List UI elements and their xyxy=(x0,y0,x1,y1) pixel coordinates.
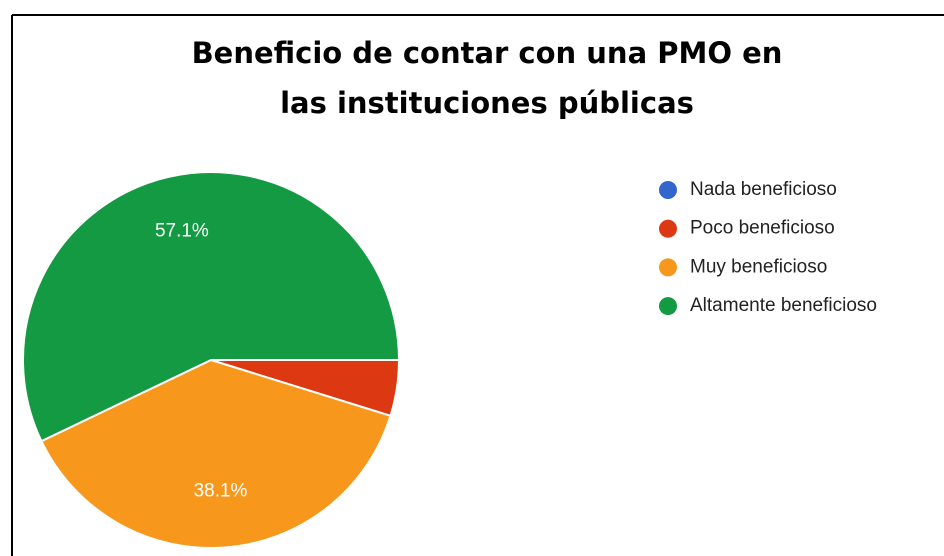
legend-swatch xyxy=(659,181,677,199)
slice-label: 57.1% xyxy=(155,221,209,242)
legend-swatch xyxy=(659,258,677,277)
chart-title: Beneficio de contar con una PMO en xyxy=(192,36,783,70)
legend-label: Muy beneficioso xyxy=(690,256,827,277)
legend-label: Altamente beneficioso xyxy=(690,295,877,316)
legend-label: Poco beneficioso xyxy=(690,218,835,239)
legend-swatch xyxy=(659,219,677,238)
slice-label: 38.1% xyxy=(194,480,248,501)
chart-title: las instituciones públicas xyxy=(280,86,694,120)
legend-swatch xyxy=(659,297,677,316)
pie-slice xyxy=(22,171,401,443)
pie-slice xyxy=(40,358,392,549)
legend-label: Nada beneficioso xyxy=(690,179,837,200)
